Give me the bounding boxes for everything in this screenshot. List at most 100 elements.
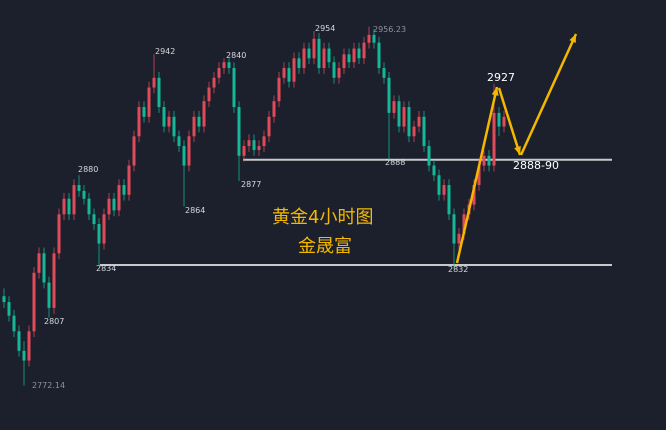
candle-body xyxy=(382,68,386,78)
candle-body xyxy=(237,107,241,156)
candle-body xyxy=(287,68,291,82)
annotation-2888-90: 2888-90 xyxy=(513,159,559,172)
candle-body xyxy=(22,350,26,361)
candle-body xyxy=(167,116,171,127)
candle-body xyxy=(352,48,356,63)
candle-body xyxy=(47,282,51,308)
candle-body xyxy=(147,87,151,117)
candle-body xyxy=(452,214,456,244)
candle-body xyxy=(422,116,426,147)
forecast-arrow-up-head xyxy=(491,87,499,96)
candle-body xyxy=(392,101,396,113)
candle-body xyxy=(117,185,121,211)
candle-body xyxy=(347,54,351,63)
candle-body xyxy=(387,77,391,113)
price-label-low: 2772.14 xyxy=(32,381,66,390)
candle-body xyxy=(227,62,231,69)
candle-body xyxy=(327,48,331,63)
candle-body xyxy=(62,198,66,215)
candle-body xyxy=(242,146,246,156)
candle-body xyxy=(312,38,316,59)
candle-body xyxy=(442,185,446,195)
candle-body xyxy=(177,136,181,147)
candle-body xyxy=(172,116,176,137)
candle-body xyxy=(192,116,196,137)
candle-body xyxy=(112,198,116,211)
candle-body xyxy=(67,198,71,215)
candle-body xyxy=(317,38,321,69)
candle-body xyxy=(307,48,311,59)
candle-body xyxy=(302,48,306,69)
candle-body xyxy=(217,68,221,78)
candle-body xyxy=(447,185,451,215)
candle-body xyxy=(477,165,481,186)
candle-body xyxy=(482,155,486,166)
candle-body xyxy=(182,146,186,166)
forecast-arrow-up xyxy=(455,86,499,264)
candle-body xyxy=(472,185,476,205)
candle-body xyxy=(37,253,41,273)
candle-body xyxy=(57,214,61,254)
candle-body xyxy=(187,136,191,166)
candle-body xyxy=(127,165,131,195)
candle-body xyxy=(257,146,261,150)
candle-body xyxy=(97,224,101,244)
candle-body xyxy=(207,87,211,102)
candle-body xyxy=(377,42,381,69)
price-label-2864: 2864 xyxy=(185,206,206,215)
candle-body xyxy=(372,34,376,43)
price-label-2832: 2832 xyxy=(448,265,469,274)
candle-body xyxy=(342,54,346,69)
candle-body xyxy=(107,198,111,215)
candle-body xyxy=(272,101,276,117)
candle-body xyxy=(42,253,46,283)
candle-body xyxy=(457,233,461,244)
candle-body xyxy=(367,34,371,43)
forecast-arrow-down xyxy=(497,87,522,156)
candle-body xyxy=(87,198,91,215)
candle-body xyxy=(277,77,281,102)
candle-body xyxy=(252,140,256,150)
candle-body xyxy=(12,315,16,332)
candle-body xyxy=(2,296,6,303)
price-label-2807: 2807 xyxy=(44,317,65,326)
candle-body xyxy=(297,58,301,69)
candle-body xyxy=(92,214,96,225)
candle-body xyxy=(432,165,436,176)
candle-body xyxy=(357,48,361,59)
candle-body xyxy=(437,175,441,195)
candle-body xyxy=(202,101,206,127)
candle-body xyxy=(82,190,86,199)
price-label-2942: 2942 xyxy=(155,47,176,56)
price-label-2877: 2877 xyxy=(241,180,262,189)
price-label-high: 2956.23 xyxy=(373,25,407,34)
candle-body xyxy=(282,68,286,78)
candle-body xyxy=(427,146,431,166)
candle-body xyxy=(212,77,216,88)
candle-body xyxy=(497,112,501,127)
forecast-arrow-rally xyxy=(519,33,578,156)
candle-body xyxy=(32,272,36,332)
candle-body xyxy=(502,116,506,127)
price-label-2834: 2834 xyxy=(96,264,117,273)
candle-body xyxy=(142,107,146,117)
candle-body xyxy=(102,214,106,244)
candle-body xyxy=(152,77,156,88)
candle-body xyxy=(77,185,81,191)
candle-body xyxy=(332,62,336,78)
candle-body xyxy=(7,302,11,316)
candle-body xyxy=(407,107,411,137)
forecast-arrow-rally-head xyxy=(569,34,576,43)
candle-body xyxy=(337,68,341,78)
forecast-arrow-down-head xyxy=(514,146,521,155)
chart-title: 黄金4小时图 xyxy=(272,207,374,228)
price-label-2880: 2880 xyxy=(78,165,99,174)
candle-body xyxy=(492,112,496,166)
candle-body xyxy=(72,185,76,215)
candle-body xyxy=(232,68,236,108)
candle-body xyxy=(27,331,31,361)
candle-body xyxy=(197,116,201,127)
candle-body xyxy=(262,136,266,147)
candle-body xyxy=(412,126,416,137)
